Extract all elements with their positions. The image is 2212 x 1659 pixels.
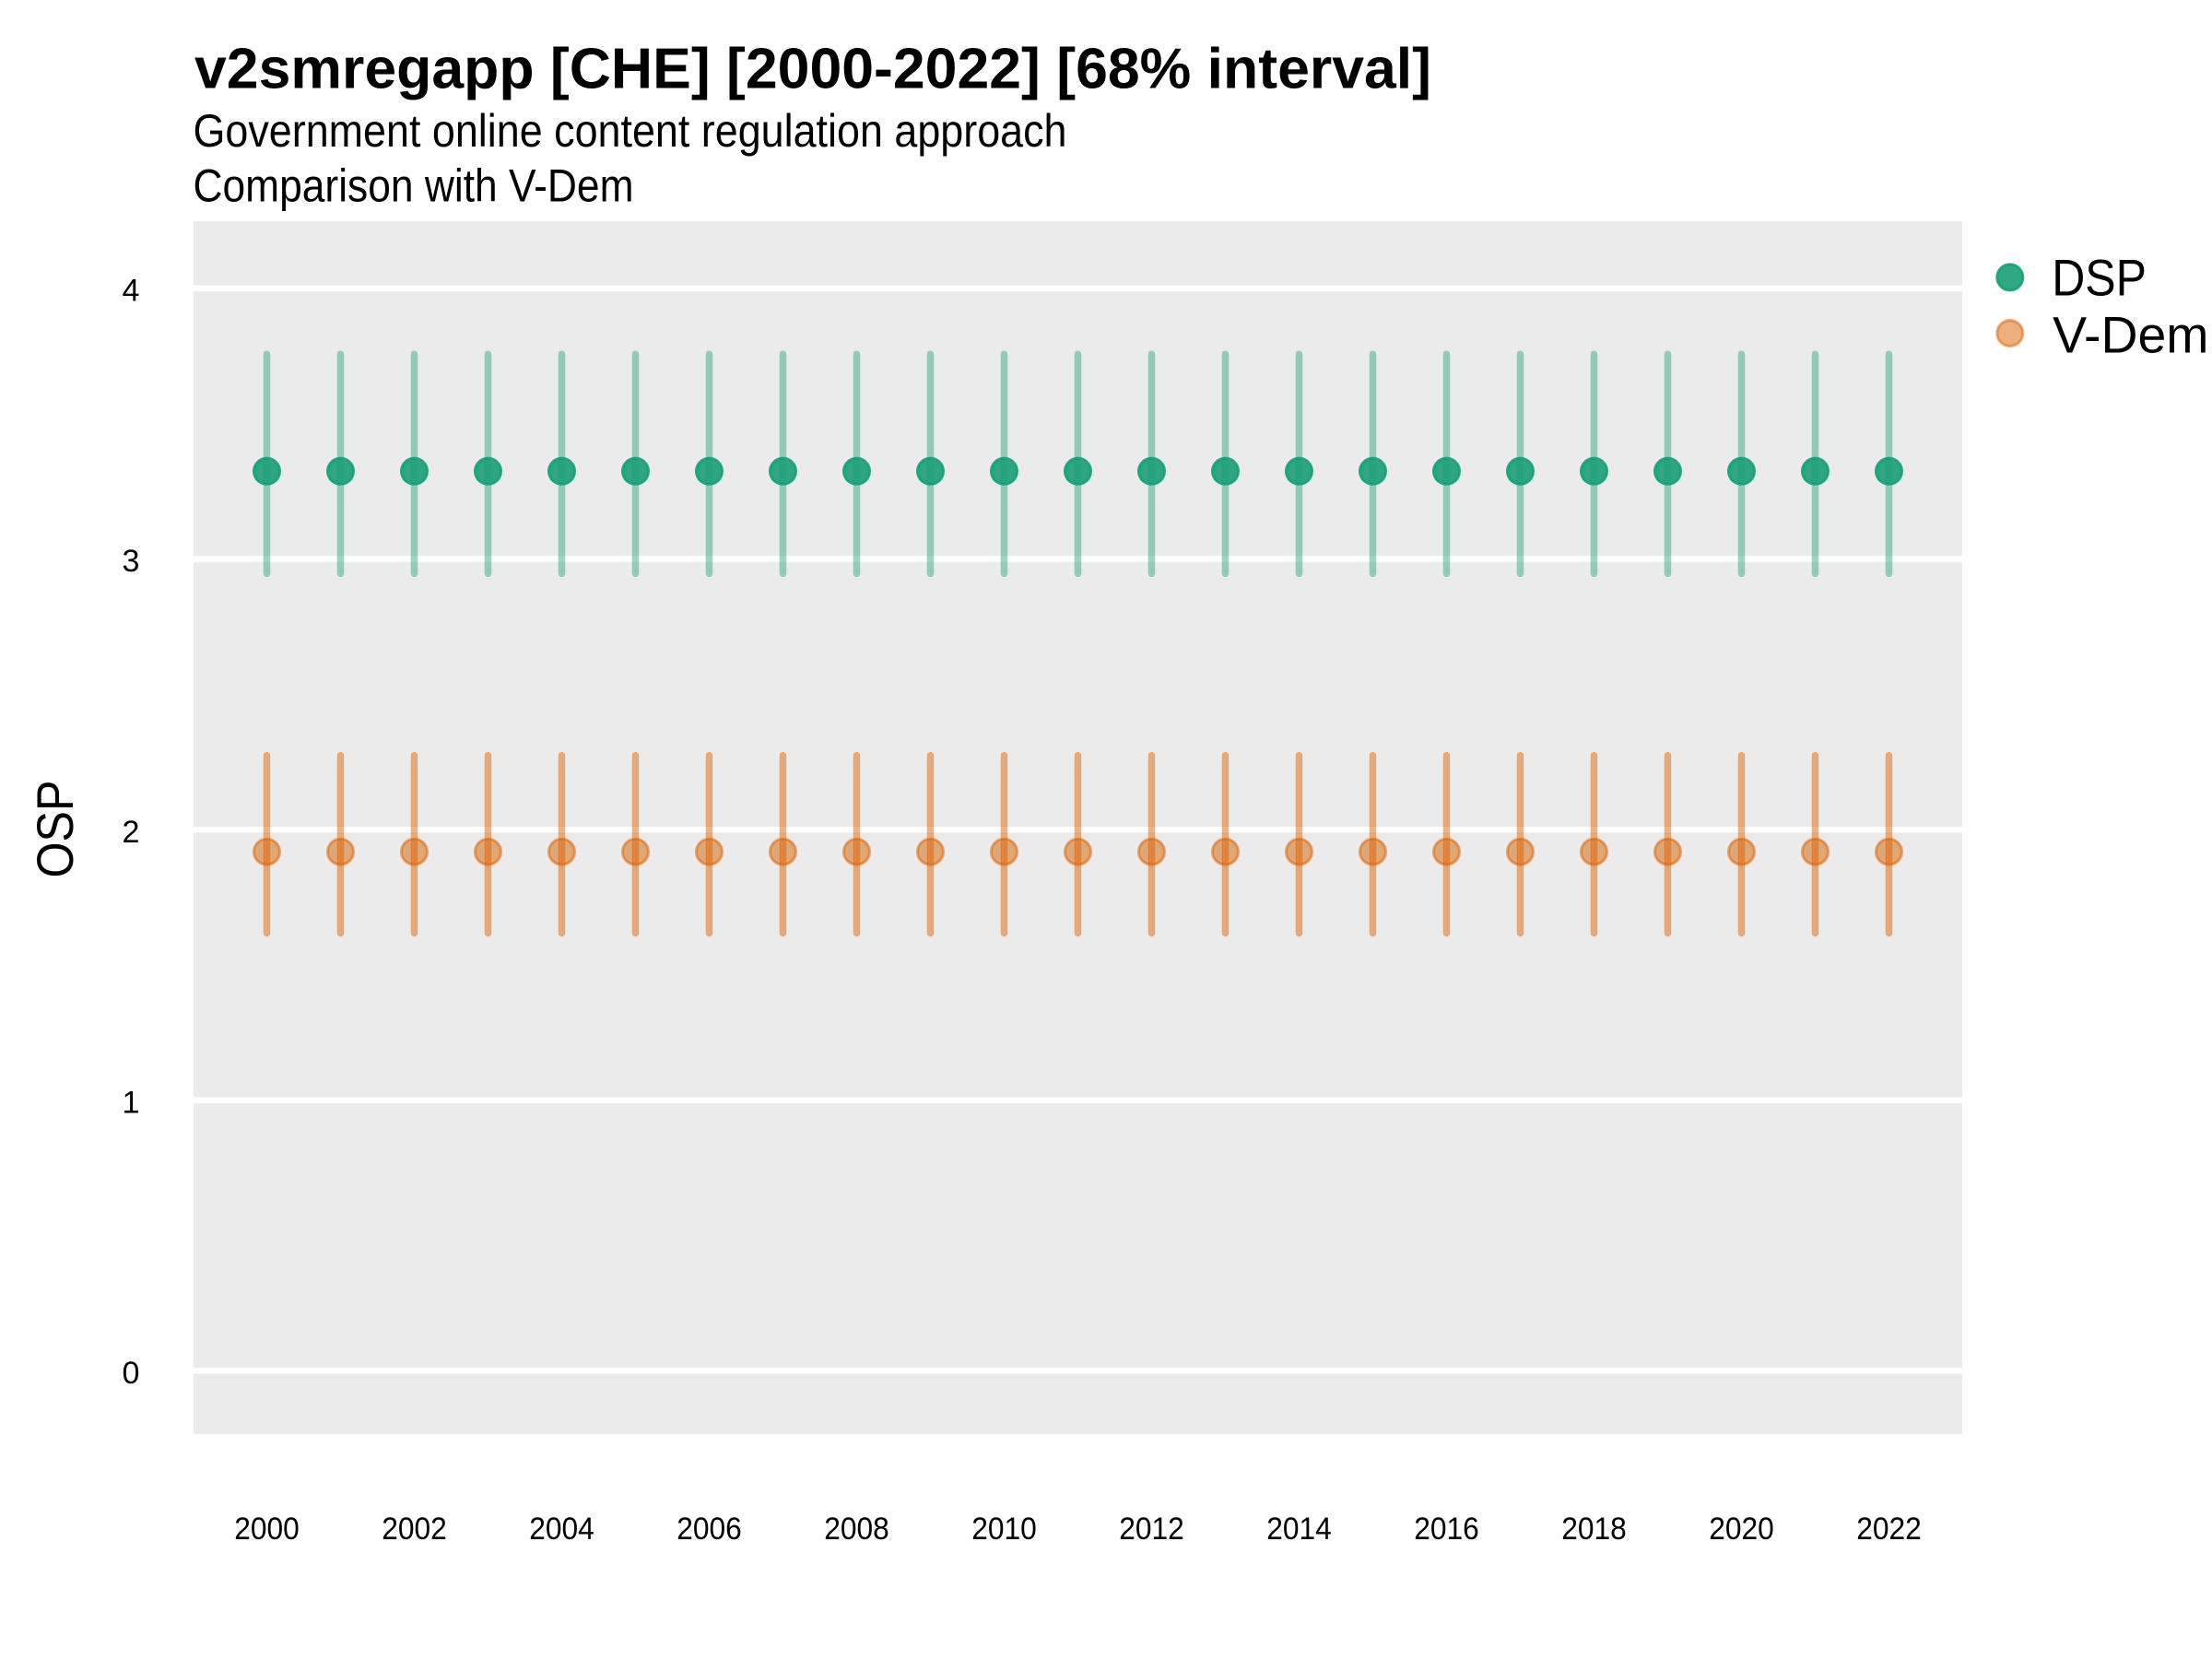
svg-text:2000: 2000 [234, 1512, 300, 1547]
svg-text:0: 0 [123, 1356, 140, 1391]
svg-text:2008: 2008 [824, 1512, 889, 1547]
svg-text:V-Dem: V-Dem [2053, 306, 2208, 364]
svg-text:2004: 2004 [529, 1512, 594, 1547]
svg-text:2010: 2010 [971, 1512, 1037, 1547]
svg-text:Comparison with V-Dem: Comparison with V-Dem [194, 160, 634, 212]
svg-text:v2smregapp [CHE] [2000-2022] [: v2smregapp [CHE] [2000-2022] [68% interv… [194, 38, 1431, 101]
svg-text:Government online content regu: Government online content regulation app… [194, 105, 1067, 157]
svg-text:2012: 2012 [1119, 1512, 1184, 1547]
svg-text:2002: 2002 [382, 1512, 447, 1547]
svg-text:2022: 2022 [1856, 1512, 1922, 1547]
svg-text:2020: 2020 [1709, 1512, 1774, 1547]
svg-text:2: 2 [123, 815, 140, 850]
svg-text:2006: 2006 [677, 1512, 742, 1547]
svg-text:3: 3 [123, 544, 140, 579]
svg-text:2014: 2014 [1266, 1512, 1332, 1547]
svg-text:OSP: OSP [26, 781, 84, 878]
svg-text:2016: 2016 [1414, 1512, 1479, 1547]
svg-text:4: 4 [123, 274, 140, 309]
svg-text:1: 1 [123, 1085, 140, 1120]
svg-text:2018: 2018 [1561, 1512, 1627, 1547]
svg-text:DSP: DSP [2052, 249, 2147, 307]
